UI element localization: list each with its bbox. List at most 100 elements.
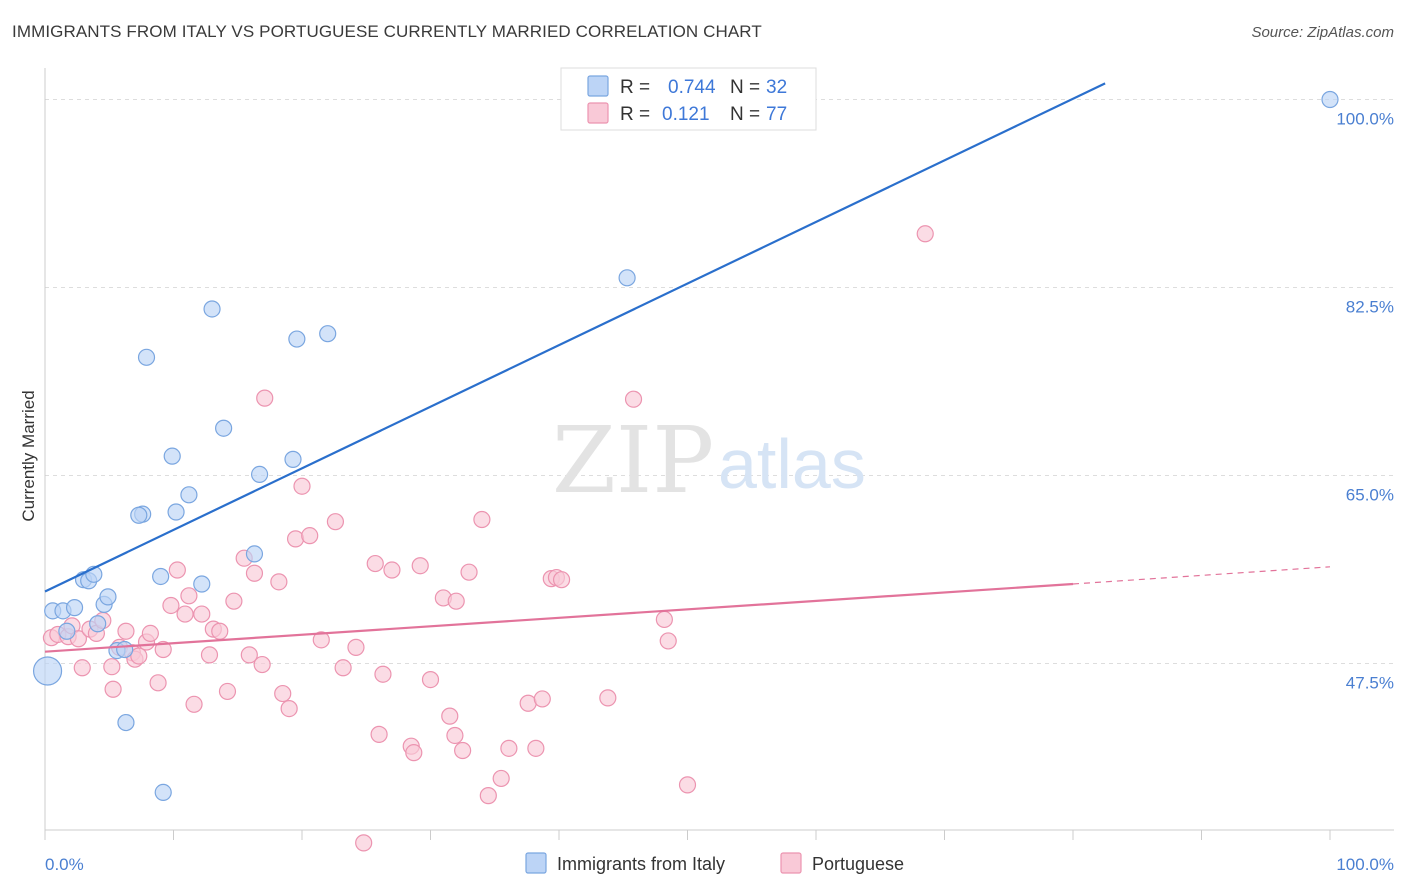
portuguese-point: [599, 689, 617, 707]
italy-point: [65, 599, 84, 617]
italy-point: [618, 269, 636, 287]
portuguese-point: [168, 561, 186, 579]
source-credit: Source: ZipAtlas.com: [1251, 24, 1394, 41]
portuguese-point: [446, 726, 464, 745]
italy-point: [319, 325, 337, 343]
bottom-legend-swatch-italy: [525, 852, 547, 874]
portuguese-point: [519, 694, 537, 712]
italy-point: [215, 419, 233, 437]
italy-point: [32, 656, 63, 686]
legend-r-label-italy: R =: [620, 77, 650, 98]
portuguese-point: [527, 739, 545, 757]
italy-point: [116, 640, 134, 659]
portuguese-point: [334, 659, 352, 677]
bottom-legend: Immigrants from Italy Portuguese: [525, 852, 904, 874]
portuguese-point: [103, 658, 121, 676]
italy-trend-line: [44, 82, 1106, 593]
bottom-legend-label-portuguese: Portuguese: [812, 854, 904, 874]
portuguese-point: [245, 564, 264, 582]
italy-point: [58, 622, 76, 640]
portuguese-point: [383, 561, 401, 579]
portuguese-point: [280, 700, 298, 718]
portuguese-point: [355, 834, 373, 852]
portuguese-point: [655, 610, 673, 629]
legend-n-label-italy: N =: [730, 77, 760, 98]
portuguese-point: [473, 510, 491, 529]
portuguese-point: [454, 741, 472, 760]
legend-swatch-portuguese: [587, 102, 609, 124]
italy-point: [130, 506, 148, 524]
portuguese-trend-extension: [1072, 566, 1331, 585]
portuguese-point: [185, 695, 203, 713]
italy-point: [154, 783, 172, 802]
portuguese-point: [659, 632, 677, 650]
portuguese-point: [180, 587, 198, 605]
italy-point: [250, 465, 269, 484]
portuguese-point: [253, 655, 271, 674]
x-tick-label: 0.0%: [45, 855, 84, 874]
portuguese-point: [193, 605, 211, 623]
portuguese-point: [326, 513, 345, 531]
y-tick-label: 65.0%: [1346, 485, 1394, 504]
italy-point: [1321, 90, 1339, 109]
data-points: [32, 90, 1339, 852]
watermark: ZIP atlas: [552, 407, 866, 514]
portuguese-point: [460, 563, 478, 581]
portuguese-point: [218, 682, 237, 701]
portuguese-point: [162, 596, 180, 615]
portuguese-point: [130, 647, 148, 665]
portuguese-point: [421, 670, 440, 689]
italy-point: [180, 486, 198, 504]
portuguese-point: [256, 389, 274, 407]
axes: 47.5% 65.0% 82.5% 100.0% 0.0% 100.0%: [44, 68, 1394, 874]
portuguese-point: [370, 725, 388, 743]
portuguese-point: [447, 592, 465, 610]
italy-point: [284, 450, 302, 468]
portuguese-point: [293, 477, 311, 495]
portuguese-point: [286, 530, 305, 548]
portuguese-point: [154, 640, 172, 659]
portuguese-point: [117, 622, 135, 640]
italy-point: [167, 503, 185, 521]
watermark-zip: ZIP: [552, 407, 714, 514]
trend-lines: [44, 82, 1331, 653]
portuguese-point: [149, 674, 167, 692]
x-tick-label: 100.0%: [1336, 855, 1394, 874]
italy-point: [152, 567, 170, 586]
portuguese-point: [678, 776, 697, 794]
portuguese-point: [441, 707, 459, 725]
portuguese-point: [916, 225, 934, 243]
portuguese-point: [366, 554, 384, 573]
portuguese-point: [73, 659, 91, 677]
portuguese-point: [479, 787, 497, 805]
portuguese-point: [211, 622, 229, 640]
italy-point: [203, 300, 221, 318]
italy-point: [137, 348, 156, 366]
legend-n-value-portuguese: 77: [766, 104, 787, 125]
portuguese-point: [533, 690, 551, 708]
portuguese-point: [347, 638, 365, 656]
y-tick-label: 47.5%: [1346, 673, 1394, 692]
portuguese-point: [200, 646, 219, 664]
portuguese-point: [270, 573, 288, 591]
chart-title: IMMIGRANTS FROM ITALY VS PORTUGUESE CURR…: [12, 22, 762, 41]
portuguese-point: [176, 605, 194, 623]
portuguese-point: [225, 592, 243, 610]
bottom-legend-swatch-portuguese: [780, 852, 802, 874]
portuguese-point: [411, 557, 429, 575]
watermark-atlas: atlas: [718, 425, 866, 503]
portuguese-point: [312, 631, 330, 649]
italy-point: [117, 713, 135, 732]
y-axis-label: Currently Married: [19, 390, 38, 521]
portuguese-point: [240, 646, 258, 664]
y-tick-label: 82.5%: [1346, 297, 1394, 316]
y-tick-label: 100.0%: [1336, 109, 1394, 128]
italy-point: [193, 575, 211, 593]
portuguese-point: [141, 624, 159, 643]
portuguese-point: [492, 769, 510, 788]
legend-r-value-portuguese: 0.121: [662, 104, 710, 125]
top-legend: R = 0.744 N = 32 R = 0.121 N = 77: [560, 67, 817, 131]
portuguese-point: [104, 680, 122, 698]
portuguese-point: [301, 527, 319, 545]
